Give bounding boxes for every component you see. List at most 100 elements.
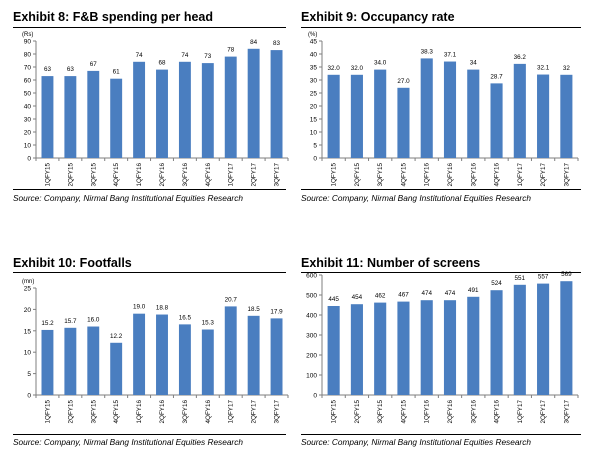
exhibit-8-source: Source: Company, Nirmal Bang Institution… bbox=[13, 193, 243, 203]
x-category-label: 2QFY16 bbox=[447, 163, 454, 187]
x-category-label: 1QFY16 bbox=[136, 400, 143, 424]
bar-value-label: 491 bbox=[468, 287, 479, 294]
exhibit-8-title-rule bbox=[13, 27, 286, 28]
y-tick-label: 5 bbox=[313, 143, 317, 150]
exhibit-10-title: Exhibit 10: Footfalls bbox=[13, 256, 132, 270]
x-category-label: 3QFY17 bbox=[274, 163, 281, 187]
x-category-label: 3QFY15 bbox=[377, 163, 384, 187]
y-tick-label: 0 bbox=[313, 156, 317, 163]
bar-value-label: 16.0 bbox=[87, 317, 100, 324]
exhibit-11-title-rule bbox=[301, 272, 581, 273]
bar-value-label: 32 bbox=[563, 65, 571, 72]
bar bbox=[133, 61, 146, 158]
y-tick-label: 25 bbox=[310, 91, 318, 98]
bar bbox=[110, 342, 123, 395]
bar-value-label: 73 bbox=[204, 53, 212, 60]
bar bbox=[350, 74, 363, 158]
bar bbox=[467, 69, 480, 158]
x-category-label: 4QFY15 bbox=[113, 400, 120, 424]
x-category-label: 4QFY16 bbox=[205, 400, 212, 424]
bar bbox=[513, 63, 526, 158]
y-tick-label: 5 bbox=[27, 371, 31, 378]
bar-value-label: 74 bbox=[181, 52, 189, 59]
x-category-label: 2QFY17 bbox=[540, 163, 547, 187]
bar-value-label: 67 bbox=[90, 61, 98, 68]
y-tick-label: 100 bbox=[306, 373, 317, 380]
y-tick-label: 50 bbox=[24, 91, 32, 98]
bar bbox=[178, 324, 191, 395]
y-tick-label: 0 bbox=[27, 393, 31, 400]
y-tick-label: 400 bbox=[306, 313, 317, 320]
bar-value-label: 20.7 bbox=[225, 296, 238, 303]
bar bbox=[201, 329, 214, 395]
x-category-label: 1QFY17 bbox=[228, 400, 235, 424]
bar bbox=[420, 300, 433, 395]
x-category-label: 3QFY17 bbox=[274, 400, 281, 424]
y-tick-label: 80 bbox=[24, 52, 32, 59]
exhibit-11-chart: 0 100 200 300 400 500 600 445 1QFY15 454 2QFY15 462… bbox=[306, 271, 579, 424]
bar-value-label: 68 bbox=[158, 60, 166, 67]
bar-value-label: 12.2 bbox=[110, 333, 123, 340]
exhibit-9-title: Exhibit 9: Occupancy rate bbox=[301, 10, 455, 24]
exhibit-9-title-rule bbox=[301, 27, 581, 28]
bar bbox=[467, 296, 480, 395]
bar bbox=[490, 83, 503, 158]
bar bbox=[397, 87, 410, 158]
y-tick-label: 20 bbox=[24, 130, 32, 137]
y-unit-label: (mn) bbox=[22, 279, 34, 285]
y-tick-label: 10 bbox=[310, 130, 318, 137]
x-category-label: 2QFY15 bbox=[67, 163, 74, 187]
y-tick-label: 60 bbox=[24, 78, 32, 85]
bar-value-label: 18.8 bbox=[156, 305, 169, 312]
x-category-label: 3QFY15 bbox=[90, 163, 97, 187]
exhibit-10-chart: 0 5 10 15 20 25(mn) 15.2 1QFY15 15.7 2QFY15 16.0 3Q… bbox=[22, 279, 289, 424]
y-tick-label: 35 bbox=[310, 65, 318, 72]
y-tick-label: 45 bbox=[310, 39, 318, 46]
bar bbox=[537, 74, 550, 158]
bar bbox=[270, 50, 283, 158]
bar bbox=[397, 301, 410, 395]
exhibit-9-chart: 0 5 10 15 20 25 30 35 40 45(%) 32.0 1QFY15 32.0 2QFY1… bbox=[308, 32, 579, 187]
bar bbox=[41, 76, 54, 158]
exhibit-9-source-rule bbox=[301, 189, 581, 190]
x-category-label: 3QFY16 bbox=[182, 163, 189, 187]
y-tick-label: 30 bbox=[24, 117, 32, 124]
y-tick-label: 40 bbox=[24, 104, 32, 111]
bar bbox=[64, 327, 77, 395]
bar-value-label: 28.7 bbox=[490, 73, 503, 80]
x-category-label: 4QFY16 bbox=[494, 400, 501, 424]
bar bbox=[41, 329, 54, 395]
bar bbox=[178, 61, 191, 158]
bar-value-label: 462 bbox=[375, 293, 386, 300]
exhibit-11-source-rule bbox=[301, 434, 581, 435]
y-tick-label: 600 bbox=[306, 273, 317, 280]
y-tick-label: 90 bbox=[24, 39, 32, 46]
x-category-label: 4QFY15 bbox=[113, 163, 120, 187]
x-category-label: 2QFY16 bbox=[447, 400, 454, 424]
bar-value-label: 36.2 bbox=[514, 54, 527, 61]
bar bbox=[443, 61, 457, 158]
bar-value-label: 15.2 bbox=[41, 320, 54, 327]
x-category-label: 2QFY16 bbox=[159, 400, 166, 424]
x-category-label: 3QFY16 bbox=[182, 400, 189, 424]
y-unit-label: (%) bbox=[308, 32, 317, 38]
bar-value-label: 61 bbox=[113, 69, 121, 76]
bar-value-label: 32.0 bbox=[328, 65, 341, 72]
bar-value-label: 34 bbox=[470, 60, 478, 67]
bar-value-label: 17.9 bbox=[270, 308, 283, 315]
bar bbox=[537, 283, 550, 395]
y-tick-label: 10 bbox=[24, 350, 32, 357]
x-category-label: 4QFY15 bbox=[400, 163, 407, 187]
bar bbox=[420, 58, 433, 158]
bar-value-label: 474 bbox=[421, 290, 432, 297]
exhibit-10-source-rule bbox=[13, 434, 286, 435]
x-category-label: 1QFY17 bbox=[517, 400, 524, 424]
bar bbox=[247, 48, 260, 158]
x-category-label: 3QFY15 bbox=[90, 400, 97, 424]
bar bbox=[87, 70, 100, 158]
exhibit-9-source: Source: Company, Nirmal Bang Institution… bbox=[301, 193, 531, 203]
x-category-label: 1QFY16 bbox=[424, 163, 431, 187]
bar-value-label: 445 bbox=[328, 296, 339, 303]
bar-value-label: 467 bbox=[398, 292, 409, 299]
bar-value-label: 19.0 bbox=[133, 304, 146, 311]
